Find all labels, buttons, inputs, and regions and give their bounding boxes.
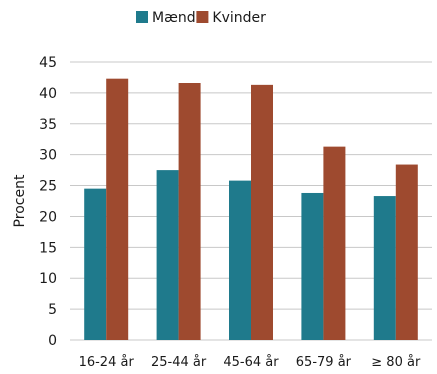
bars (84, 78, 418, 341)
y-tick-label: 45 (39, 55, 57, 71)
y-tick-label: 30 (39, 148, 57, 164)
y-tick-label: 25 (39, 179, 57, 195)
x-tick-label: 45-64 år (223, 355, 279, 370)
x-tick-label: 16-24 år (79, 355, 135, 370)
x-tick-label: 25-44 år (151, 355, 207, 370)
bar-mænd-5 (373, 196, 396, 340)
bar-mænd-4 (301, 192, 324, 340)
legend-swatch-mænd (136, 11, 148, 23)
y-tick-label: 20 (39, 209, 57, 225)
y-axis-title: Procent (12, 174, 28, 227)
x-tick-label: 65-79 år (296, 355, 352, 370)
bar-mænd-2 (156, 170, 179, 340)
legend: Mænd Kvinder (136, 10, 266, 26)
y-tick-label: 15 (39, 240, 57, 256)
x-axis-labels: 16-24 år 25-44 år 45-64 år 65-79 år ≥ 80 år (79, 355, 421, 370)
y-tick-label: 40 (39, 86, 57, 102)
bar-kvinder-1 (106, 78, 129, 341)
bar-mænd-3 (229, 180, 251, 340)
legend-swatch-kvinder (196, 11, 209, 23)
bar-kvinder-2 (178, 83, 201, 340)
legend-label-kvinder: Kvinder (212, 10, 266, 26)
legend-label-mænd: Mænd (152, 10, 196, 26)
y-axis-ticks: 0 5 10 15 20 25 30 35 40 45 (39, 55, 57, 349)
bar-kvinder-3 (251, 84, 273, 340)
y-tick-label: 0 (48, 333, 57, 349)
bar-mænd-1 (84, 188, 107, 340)
x-tick-label: ≥ 80 år (371, 355, 421, 370)
bar-kvinder-5 (395, 164, 418, 340)
y-tick-label: 5 (48, 302, 57, 318)
y-tick-label: 35 (39, 117, 57, 133)
y-tick-label: 10 (39, 271, 57, 287)
bar-kvinder-4 (323, 146, 346, 340)
